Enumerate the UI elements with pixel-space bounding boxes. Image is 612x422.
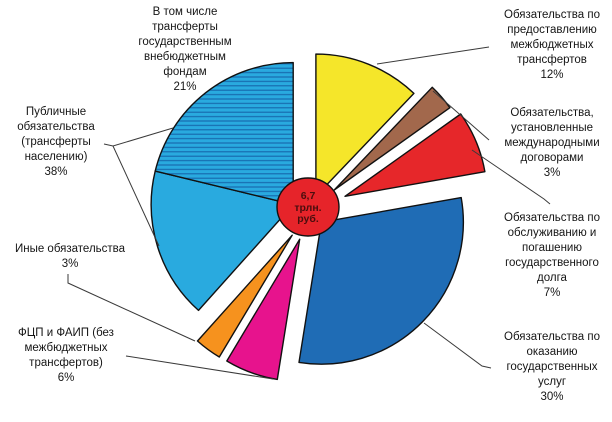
pie-slice-2: [333, 86, 451, 191]
pie-slice-3: [344, 113, 486, 197]
leader-line-fcp-6: [125, 355, 274, 380]
leader-lines-group: [67, 46, 551, 380]
leader-line-services-30: [423, 322, 492, 369]
leader-line-debt-7: [471, 149, 551, 205]
pie-slice-4: [298, 196, 464, 365]
callout-public-obligations-38: Публичные обязательства (трансферты насе…: [17, 106, 95, 178]
leader-line-other-3: [67, 274, 196, 342]
callout-state-debt-7: Обязательства по обслуживанию и погашени…: [504, 212, 600, 299]
pie-slices-group: [150, 53, 486, 381]
center-total-label: 6,7 трлн. руб.: [294, 190, 322, 225]
pie-slice-7: [150, 170, 294, 312]
pie-slice-5: [226, 238, 301, 381]
callout-fcp-faip-6: ФЦП и ФАИП (без межбюджетных трансфертов…: [18, 327, 114, 384]
pie-slice-8: [154, 61, 294, 206]
callout-international-treaties-3: Обязательства, установленные международн…: [504, 107, 600, 179]
leader-line-public-38-lower: [112, 145, 160, 247]
center-total-ellipse: [276, 177, 340, 237]
callout-transfers-extrabudgetary-funds-21: В том числе трансферты государственным в…: [138, 6, 232, 93]
leader-line-public-38-upper: [103, 127, 174, 147]
pie-slice-1: [315, 53, 415, 197]
callout-intergov-transfers-12: Обязательства по предоставлению межбюдже…: [504, 9, 600, 81]
leader-line-international-3: [432, 90, 490, 141]
leader-line-transfers-12: [376, 46, 490, 65]
pie-slice-6: [196, 234, 293, 358]
callout-state-services-30: Обязательства по оказанию государственны…: [504, 331, 600, 403]
callout-other-obligations-3: Иные обязательства 3%: [14, 243, 126, 270]
